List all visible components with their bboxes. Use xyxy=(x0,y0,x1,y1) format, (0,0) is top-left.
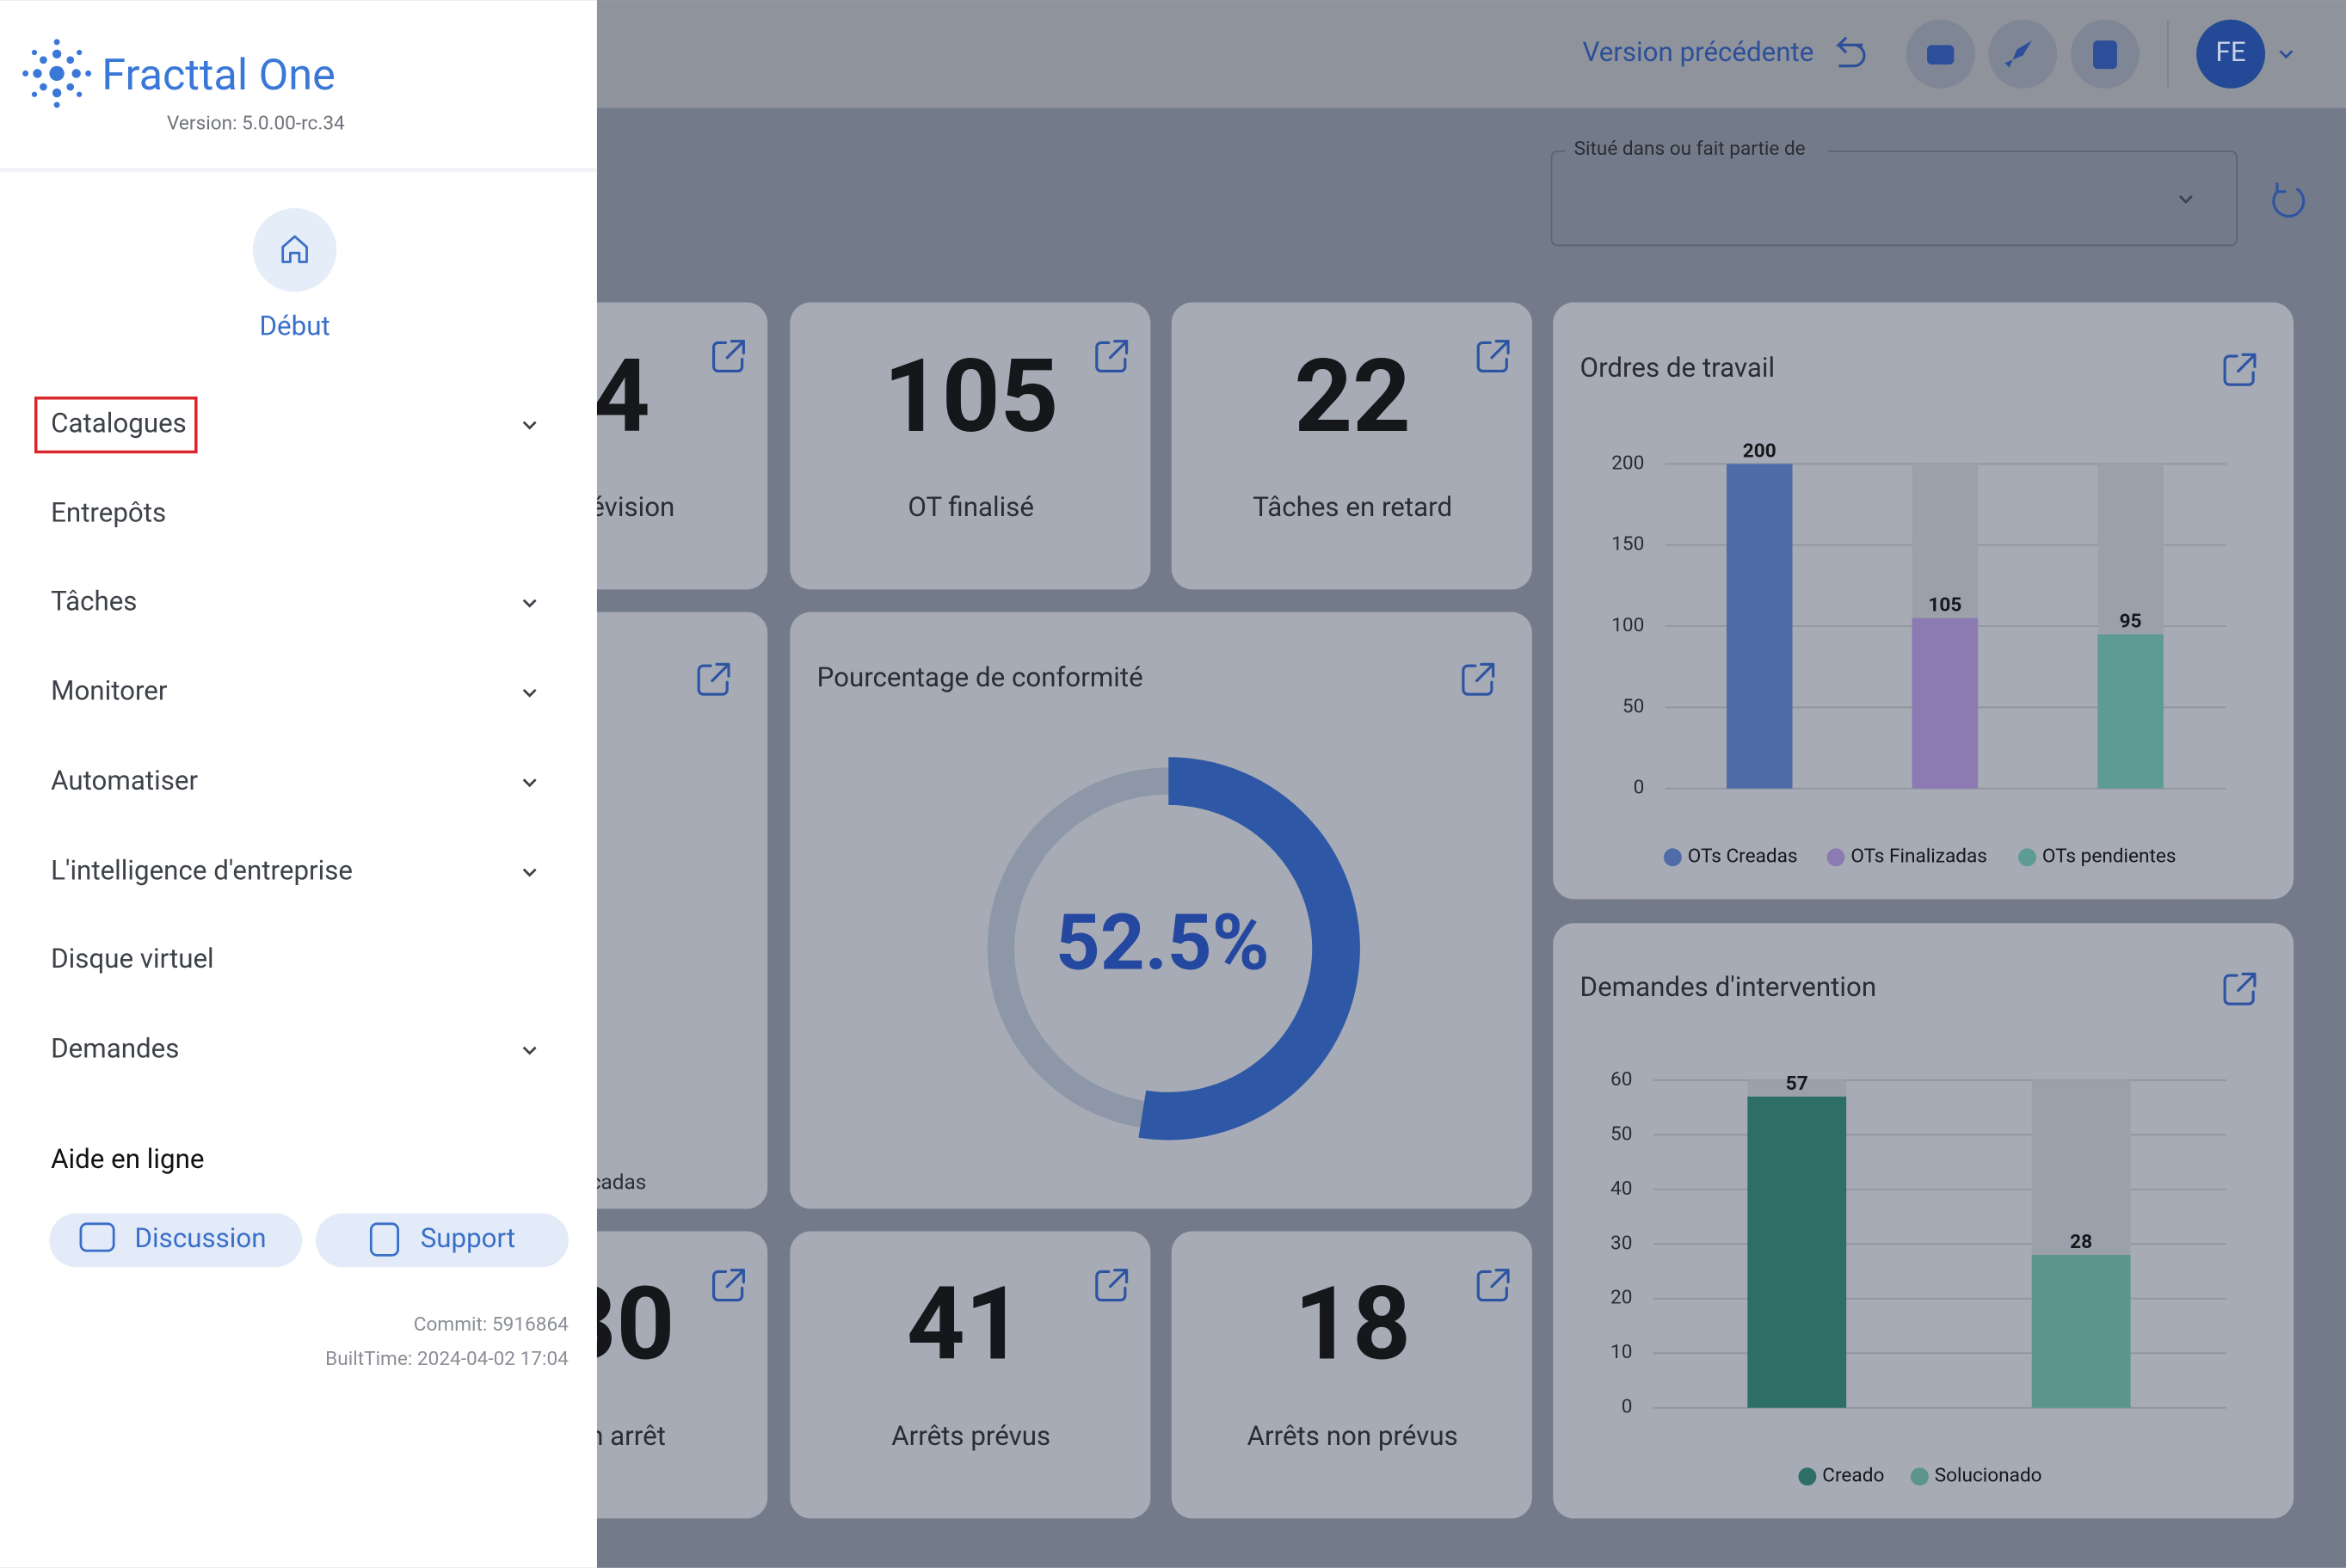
filter-label-bg xyxy=(1565,138,1829,163)
bar xyxy=(1912,618,1979,789)
kpi-label: Tâches en retard xyxy=(1253,491,1452,523)
chart-title: Pourcentage de conformité xyxy=(817,661,1143,693)
rocket-icon xyxy=(2004,40,2032,68)
version: Version: 5.0.00-rc.34 xyxy=(167,112,345,135)
y-tick-label: 0 xyxy=(1634,776,1645,799)
legend-label: OTs Finalizadas xyxy=(1850,845,1987,868)
support-icon xyxy=(369,1222,400,1257)
logo-text: Fracttal One xyxy=(102,50,336,101)
avatar-chevron xyxy=(2279,50,2294,59)
chart-title: Demandes d'intervention xyxy=(1580,971,1877,1003)
chevron xyxy=(522,421,537,430)
sidebar-separator xyxy=(0,167,597,173)
logo-icon xyxy=(22,39,92,108)
chat-icon xyxy=(79,1222,115,1252)
y-tick-label: 30 xyxy=(1610,1231,1632,1254)
avatar-initials: FE xyxy=(2216,36,2246,68)
undo-icon xyxy=(1835,36,1866,68)
kpi-label: évision xyxy=(590,491,674,523)
y-tick-label: 10 xyxy=(1610,1340,1632,1363)
menu-item[interactable]: Disque virtuel xyxy=(51,943,214,975)
y-tick-label: 60 xyxy=(1610,1067,1632,1091)
kpi-value: 41 xyxy=(907,1264,1024,1383)
data-label: 200 xyxy=(1743,439,1776,462)
bar xyxy=(1747,1096,1847,1408)
kpi-label: OT finalisé xyxy=(908,491,1034,523)
home-icon xyxy=(281,235,308,263)
y-tick-label: 200 xyxy=(1611,451,1644,474)
highlight xyxy=(34,397,198,454)
donut-label: 52.5% xyxy=(1056,898,1270,989)
menu-item[interactable]: Catalogues xyxy=(51,407,187,439)
avatar[interactable] xyxy=(2196,19,2266,89)
book-icon xyxy=(2093,40,2117,70)
bot-icon xyxy=(1927,45,1955,65)
card xyxy=(790,612,1532,1209)
legend-swatch xyxy=(1826,848,1845,867)
home-button[interactable] xyxy=(252,207,337,292)
data-label: 105 xyxy=(1928,593,1961,617)
bar xyxy=(2031,1254,2131,1408)
chevron xyxy=(522,688,537,698)
card xyxy=(1553,923,2294,1519)
legend-label: OTs pendientes xyxy=(2042,845,2177,868)
menu-item[interactable]: Demandes xyxy=(51,1032,179,1064)
menu-item[interactable]: L'intelligence d'entreprise xyxy=(51,854,353,886)
kpi-label: n arrêt xyxy=(588,1420,666,1452)
data-label: 95 xyxy=(2120,610,2142,633)
chevron xyxy=(522,868,537,877)
legend-swatch xyxy=(2018,848,2036,867)
legend-label: Creado xyxy=(1822,1464,1884,1487)
legend-label: OTs Creadas xyxy=(1688,845,1798,868)
refresh-icon[interactable] xyxy=(2272,182,2306,218)
card xyxy=(790,302,1151,590)
chevron xyxy=(522,1046,537,1055)
button-label: Support xyxy=(421,1222,515,1254)
chevron xyxy=(522,778,537,788)
commit: Commit: 5916864 xyxy=(414,1313,569,1336)
legend-swatch xyxy=(1910,1467,1929,1486)
menu-item[interactable]: Entrepôts xyxy=(51,497,166,529)
y-tick-label: 40 xyxy=(1610,1177,1632,1200)
home-label[interactable]: Début xyxy=(260,310,330,341)
card xyxy=(1171,1231,1532,1519)
y-tick-label: 50 xyxy=(1622,694,1644,717)
y-tick-label: 20 xyxy=(1610,1286,1632,1309)
kpi-label: Arrêts prévus xyxy=(891,1420,1050,1452)
chevron xyxy=(522,599,537,608)
card xyxy=(790,1231,1151,1519)
y-tick-label: 50 xyxy=(1610,1122,1632,1145)
legend-label: Solucionado xyxy=(1935,1464,2042,1487)
filter-label: Situé dans ou fait partie de xyxy=(1574,137,1806,160)
button-label: Discussion xyxy=(135,1222,267,1254)
data-label: 28 xyxy=(2070,1230,2092,1253)
support-button[interactable] xyxy=(315,1213,569,1268)
filter-chevron xyxy=(2178,195,2193,204)
y-tick-label: 0 xyxy=(1622,1395,1633,1418)
legend-label: cadas xyxy=(590,1169,646,1194)
menu-item[interactable]: Automatiser xyxy=(51,765,198,796)
y-tick-label: 100 xyxy=(1611,613,1644,636)
menu-item[interactable]: Monitorer xyxy=(51,675,168,707)
previous-version[interactable]: Version précédente xyxy=(1582,36,1813,68)
kpi-value: 4 xyxy=(592,336,650,456)
data-label: 57 xyxy=(1786,1072,1808,1095)
kpi-value: 18 xyxy=(1294,1264,1411,1383)
y-tick-label: 150 xyxy=(1611,532,1644,556)
donut-arc xyxy=(1138,757,1360,1141)
build-time: BuiltTime: 2024-04-02 17:04 xyxy=(325,1347,569,1370)
menu-item[interactable]: Tâches xyxy=(51,585,137,617)
filter-box[interactable] xyxy=(1550,150,2238,247)
kpi-label: Arrêts non prévus xyxy=(1247,1420,1458,1452)
legend-swatch xyxy=(1798,1467,1817,1486)
chart-title: Ordres de travail xyxy=(1580,352,1776,384)
card xyxy=(1171,302,1532,590)
bar xyxy=(2097,634,2164,789)
kpi-value: 22 xyxy=(1294,336,1411,456)
kpi-value: 105 xyxy=(884,336,1059,456)
bar xyxy=(1726,464,1793,789)
help-title: Aide en ligne xyxy=(51,1143,204,1175)
legend-swatch xyxy=(1663,848,1682,867)
